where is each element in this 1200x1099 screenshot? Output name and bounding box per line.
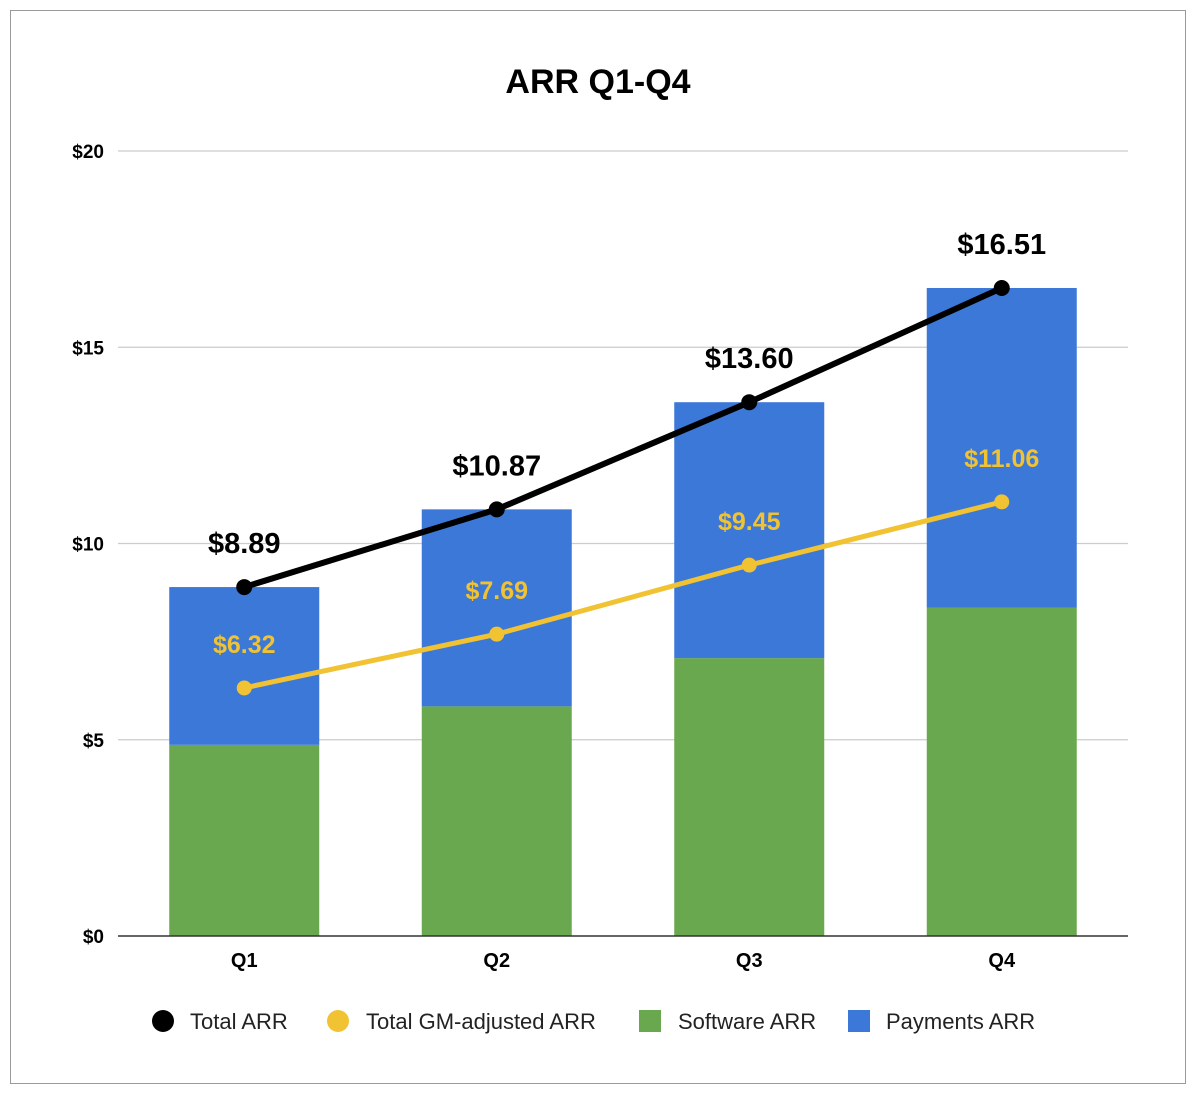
legend-label-payments-arr: Payments ARR [886,1009,1035,1034]
point-total-gm-adjusted-arr [236,680,252,696]
bar-software-arr-q2 [421,706,572,936]
data-labels: $8.89 $10.87 $13.60 $16.51 $6.32 $7.69 $9.45 $1… [208,229,1046,659]
x-tick-label: Q4 [988,950,1016,972]
point-total-arr [741,394,758,411]
data-label-gm-adjusted-arr: $6.32 [213,631,276,659]
bar-software-arr-q4 [926,607,1077,936]
y-tick-label: $10 [72,535,104,556]
y-tick-label: $0 [83,927,104,948]
data-label-total-arr: $13.60 [705,343,794,375]
x-axis-ticks: Q1 Q2 Q3 Q4 [231,950,1016,972]
x-tick-label: Q3 [736,950,763,972]
bar-payments-arr-q1 [169,587,320,745]
legend-swatch-total-arr [152,1010,174,1032]
legend-swatch-payments-arr [848,1010,870,1032]
legend-label-total-gm-adjusted-arr: Total GM-adjusted ARR [366,1009,596,1034]
point-total-arr [488,501,505,518]
point-total-arr [993,279,1010,296]
point-total-arr [236,579,253,596]
data-label-total-arr: $8.89 [208,528,281,560]
chart-title: ARR Q1-Q4 [505,63,690,101]
line-total-arr [241,284,1005,591]
bar-software-arr-q1 [169,744,320,936]
data-label-gm-adjusted-arr: $7.69 [465,577,528,605]
data-label-gm-adjusted-arr: $11.06 [964,445,1039,473]
line-total-gm-adjusted-arr [241,499,1005,691]
point-total-gm-adjusted-arr [741,557,757,573]
legend-label-total-arr: Total ARR [190,1009,288,1034]
bar-payments-arr-q4 [926,287,1077,608]
legend-swatch-software-arr [639,1010,661,1032]
legend-label-software-arr: Software ARR [678,1009,816,1034]
bar-software-arr-q3 [674,658,825,936]
point-total-gm-adjusted-arr [489,626,505,642]
data-label-gm-adjusted-arr: $9.45 [718,508,781,536]
line-series [236,279,1010,696]
bar-payments-arr-q3 [674,402,825,659]
data-label-total-arr: $16.51 [957,229,1046,261]
legend: Total ARR Total GM-adjusted ARR Software A… [152,1009,1035,1034]
point-total-gm-adjusted-arr [994,494,1010,510]
y-tick-label: $5 [83,731,105,752]
bar-payments-arr-q2 [421,509,572,707]
y-tick-label: $15 [72,338,104,359]
x-tick-label: Q2 [483,950,510,972]
y-tick-label: $20 [72,142,104,163]
legend-swatch-total-gm-adjusted-arr [327,1010,349,1032]
y-axis-ticks: $0 $5 $10 $15 $20 [72,142,104,948]
x-tick-label: Q1 [231,950,258,972]
data-label-total-arr: $10.87 [452,450,541,482]
bars [169,287,1077,936]
